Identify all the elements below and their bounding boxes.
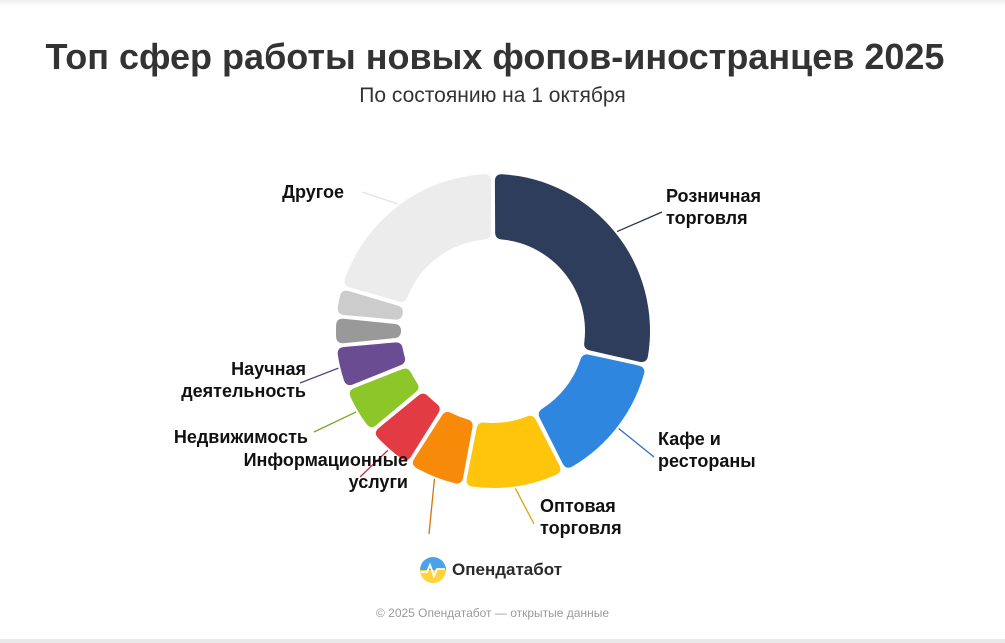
pie-slice[interactable]	[349, 368, 419, 428]
top-shadow	[0, 0, 1005, 6]
slice-label: Другое	[282, 182, 344, 202]
label-connector-line	[299, 367, 339, 384]
pie-slice[interactable]	[538, 354, 645, 468]
bottom-bar	[0, 639, 1005, 643]
slice-label: Недвижимость	[174, 427, 308, 447]
label-connector-line	[514, 488, 535, 525]
chart-title: Топ сфер работы новых фопов-иностранцев …	[45, 36, 945, 77]
slice-label: Информационные услуги	[244, 450, 408, 492]
brand-block: Опендатабот	[419, 555, 562, 585]
pie-slice[interactable]	[494, 174, 650, 363]
slice-label: Научная деятельность	[181, 359, 306, 401]
label-connector-line	[313, 411, 357, 433]
pie-slice[interactable]	[337, 290, 403, 320]
chart-subtitle: По состоянию на 1 октября	[359, 84, 626, 107]
label-connector-line	[361, 191, 398, 205]
label-connector-line	[618, 427, 655, 458]
label-connector-line	[428, 478, 436, 535]
slice-label: Кафе и рестораны	[658, 429, 756, 471]
brand-name: Опендатабот	[452, 560, 563, 579]
pie-slice[interactable]	[375, 393, 440, 461]
label-connector-line	[359, 449, 389, 478]
pie-slice[interactable]	[336, 318, 402, 344]
pie-slice[interactable]	[337, 342, 406, 386]
pie-slice[interactable]	[466, 415, 561, 488]
slice-label: Оптовая торговля	[540, 496, 622, 538]
opendatabot-logo-icon	[420, 557, 446, 583]
pie-slice[interactable]	[412, 411, 473, 484]
pie-slice[interactable]	[344, 174, 492, 302]
credits-text: © 2025 Опендатабот — открытые данные	[375, 606, 610, 620]
label-connector-line	[616, 211, 663, 233]
slice-label: Розничная торговля	[666, 186, 761, 228]
